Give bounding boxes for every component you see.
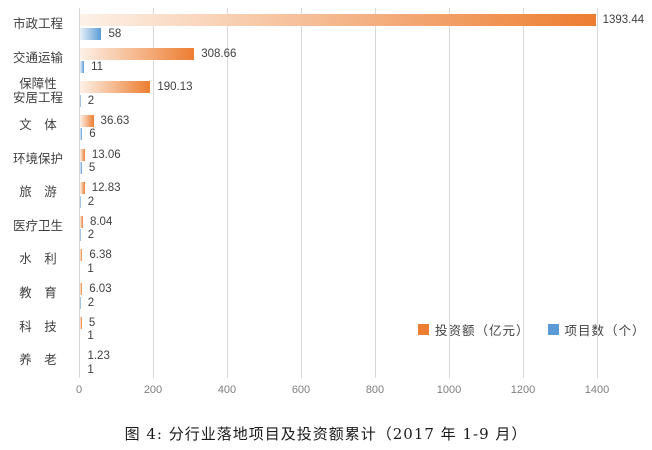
count-value-label: 6 bbox=[89, 128, 96, 141]
count-value-label: 1 bbox=[87, 330, 94, 343]
investment-value-label: 1.23 bbox=[87, 350, 110, 363]
investment-value-label: 6.38 bbox=[89, 249, 112, 262]
bar-chart: 投资额（亿元） 项目数（个） 0 200 400 600 800 1000 1200 1400… bbox=[12, 8, 646, 396]
count-value-label: 2 bbox=[87, 195, 95, 208]
gridline bbox=[523, 8, 524, 378]
investment-bar bbox=[80, 148, 85, 161]
investment-bar bbox=[80, 249, 83, 262]
count-bar bbox=[80, 128, 83, 141]
axis-tick-label: 1200 bbox=[510, 384, 536, 396]
axis-tick-label: 0 bbox=[75, 384, 83, 396]
count-value-label: 1 bbox=[87, 363, 94, 376]
investment-bar bbox=[80, 215, 83, 228]
investment-value-label: 36.63 bbox=[100, 114, 130, 127]
gridline bbox=[79, 8, 80, 378]
gridline bbox=[153, 8, 154, 378]
count-bar bbox=[80, 229, 81, 242]
axis-tick-label: 1400 bbox=[584, 384, 610, 396]
category-label: 保障性 安居工程 bbox=[12, 77, 63, 106]
investment-value-label: 5 bbox=[88, 316, 96, 329]
category-label: 文 体 bbox=[19, 117, 57, 132]
gridline bbox=[597, 8, 598, 378]
legend-item-count: 项目数（个） bbox=[547, 320, 646, 339]
category-label: 交通运输 bbox=[12, 50, 63, 65]
count-value-label: 2 bbox=[87, 296, 95, 309]
count-bar bbox=[80, 61, 85, 74]
gridline bbox=[449, 8, 450, 378]
investment-value-label: 12.83 bbox=[91, 182, 121, 195]
investment-value-label: 1393.44 bbox=[602, 14, 645, 26]
investment-value-label: 308.66 bbox=[201, 47, 237, 60]
count-bar bbox=[80, 27, 102, 40]
axis-tick-label: 800 bbox=[365, 384, 385, 396]
category-label: 教 育 bbox=[19, 286, 57, 301]
investment-value-label: 190.13 bbox=[157, 81, 193, 94]
legend-label-count: 项目数（个） bbox=[564, 324, 646, 338]
legend-label-investment: 投资额（亿元） bbox=[435, 324, 530, 338]
count-bar bbox=[80, 296, 81, 309]
category-label: 旅 游 bbox=[19, 185, 57, 200]
gridline bbox=[301, 8, 302, 378]
count-bar bbox=[80, 195, 81, 208]
legend-swatch-count bbox=[547, 324, 559, 335]
count-bar bbox=[80, 162, 82, 175]
investment-value-label: 13.06 bbox=[91, 148, 121, 161]
legend: 投资额（亿元） 项目数（个） bbox=[418, 320, 646, 339]
gridline bbox=[227, 8, 228, 378]
count-value-label: 11 bbox=[91, 61, 104, 74]
axis-tick-label: 600 bbox=[291, 384, 311, 396]
investment-bar bbox=[80, 316, 82, 329]
category-label: 养 老 bbox=[19, 353, 57, 368]
investment-value-label: 8.04 bbox=[89, 215, 113, 228]
category-label: 环境保护 bbox=[12, 151, 63, 166]
axis-tick-label: 400 bbox=[217, 384, 237, 396]
axis-tick-label: 200 bbox=[143, 384, 163, 396]
count-value-label: 5 bbox=[88, 162, 96, 175]
legend-item-investment: 投资额（亿元） bbox=[418, 320, 530, 339]
investment-bar bbox=[80, 182, 85, 195]
count-value-label: 1 bbox=[87, 262, 94, 275]
category-label: 市政工程 bbox=[12, 17, 63, 31]
category-label: 水 利 bbox=[19, 252, 57, 267]
investment-value-label: 6.03 bbox=[89, 283, 112, 296]
count-value-label: 2 bbox=[87, 229, 95, 242]
gridline bbox=[375, 8, 376, 378]
count-bar bbox=[80, 94, 81, 107]
category-label: 医疗卫生 bbox=[12, 218, 63, 233]
investment-bar bbox=[80, 114, 94, 127]
axis-tick-label: 1000 bbox=[436, 384, 462, 396]
figure-caption: 图 4: 分行业落地项目及投资额累计（2017 年 1-9 月） bbox=[124, 425, 528, 443]
category-label: 科 技 bbox=[19, 319, 57, 334]
investment-bar bbox=[80, 14, 596, 26]
investment-bar bbox=[80, 47, 195, 60]
investment-bar bbox=[80, 283, 83, 296]
legend-swatch-investment bbox=[418, 324, 429, 335]
investment-bar bbox=[80, 81, 151, 94]
count-value-label: 2 bbox=[87, 94, 95, 107]
count-value-label: 58 bbox=[108, 27, 122, 40]
